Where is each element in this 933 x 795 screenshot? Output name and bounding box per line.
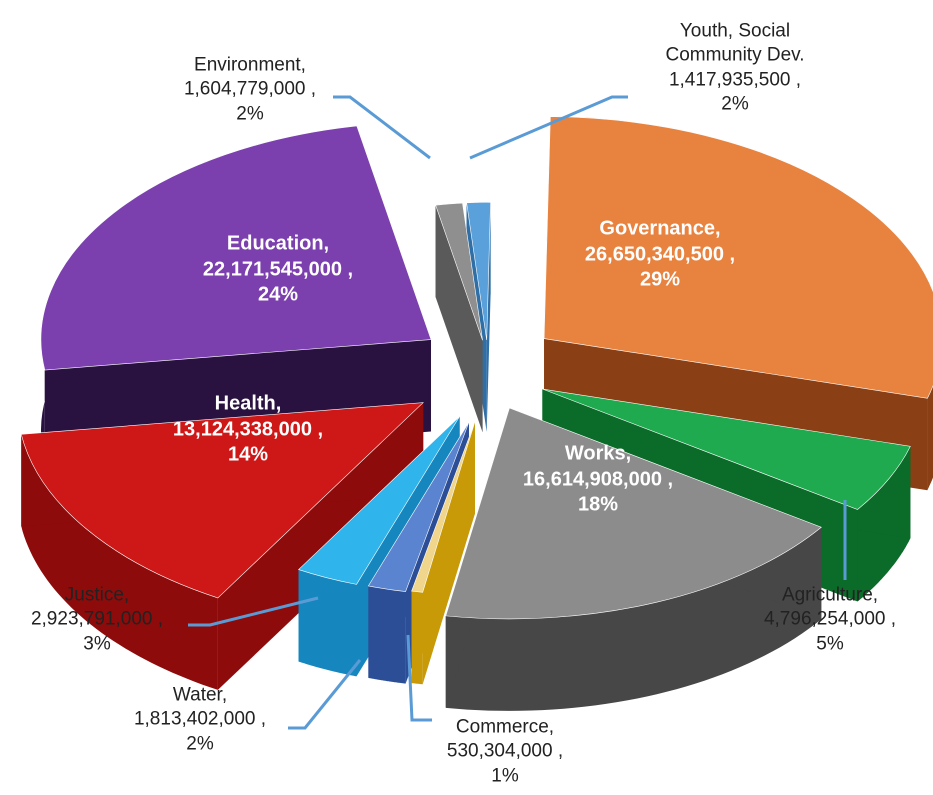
pie-slice-commerce [411,421,476,593]
data-label-health: Health, 13,124,338,000 , 14% [173,392,323,469]
data-label-line: Agriculture, [781,584,879,606]
slice-edge-environment-0 [435,205,483,433]
pie-slice-governance [543,116,933,399]
data-label-line: Youth, Social [679,20,791,42]
pie-slice-youth-social-community-dev [466,202,491,341]
data-label-governance: Governance, 26,650,340,500 , 29% [585,217,735,294]
data-label-line: Justice, [64,584,130,606]
slice-side-health [21,434,218,690]
data-label-education: Education, 22,171,545,000 , 24% [203,232,353,309]
data-label-line: Water, [172,684,228,706]
data-label-environment: Environment, 1,604,779,000 , 2% [184,54,316,127]
pie-slice-health [20,402,425,599]
data-label-line: 16,614,908,000 , [522,468,674,491]
data-label-line: Works, [564,442,632,465]
data-label-agriculture: Agriculture, 4,796,254,000 , 5% [764,584,896,657]
data-label-line: 13,124,338,000 , [172,418,324,441]
data-label-line: 26,650,340,500 , [584,243,736,266]
slice-edge-youth-social-community-dev-1 [486,202,491,433]
leader-line-environment [333,95,431,160]
data-label-line: 5% [816,633,844,655]
leader-line-youth-social-community-dev [469,95,628,160]
data-label-line: 2% [236,103,264,125]
data-label-water: Water, 1,813,402,000 , 2% [134,684,266,757]
data-label-line: Governance, [599,217,721,240]
leader-line-justice [188,596,319,627]
data-label-youth-social-community-dev: Youth, Social Community Dev. 1,417,935,500… [665,19,804,116]
leader-line-water [288,659,362,730]
data-label-line: Health, [214,392,282,415]
data-label-line: 530,304,000 , [446,740,564,762]
data-label-line: 1% [491,765,519,787]
data-label-line: 18% [577,493,619,516]
data-label-line: 14% [227,443,269,466]
pie-slice-works [445,407,822,620]
pie-slice-justice [298,416,460,585]
data-label-line: 2,923,791,000 , [30,608,164,630]
slice-edge-commerce-1 [411,421,475,684]
data-label-line: 22,171,545,000 , [202,258,354,281]
data-label-commerce: Commerce, 530,304,000 , 1% [447,716,563,789]
data-label-line: 1,604,779,000 , [183,78,317,100]
data-label-line: Environment, [194,54,306,76]
data-label-line: 29% [639,268,681,291]
data-label-line: 1,813,402,000 , [133,708,267,730]
data-label-line: 1,417,935,500 , [668,69,802,90]
data-label-line: 2% [186,733,214,755]
pie-slice-environment [435,202,483,341]
slice-side-works [445,527,822,711]
data-label-line: Education, [226,232,330,255]
pie-slice-agriculture [542,388,911,510]
data-label-line: 4,796,254,000 , [763,608,897,630]
data-label-line: 2% [721,93,749,115]
data-label-line: 24% [257,283,299,306]
data-label-line: 3% [83,633,111,655]
data-label-works: Works, 16,614,908,000 , 18% [523,442,673,519]
slice-tops [20,116,933,620]
leader-line-commerce [406,634,432,722]
data-label-line: Community Dev. [665,44,805,66]
data-label-justice: Justice, 2,923,791,000 , 3% [31,584,163,657]
pie-slice-water [367,421,470,592]
data-label-line: Commerce, [455,716,555,738]
leader-lines [188,95,847,730]
pie-slice-education [40,125,432,371]
